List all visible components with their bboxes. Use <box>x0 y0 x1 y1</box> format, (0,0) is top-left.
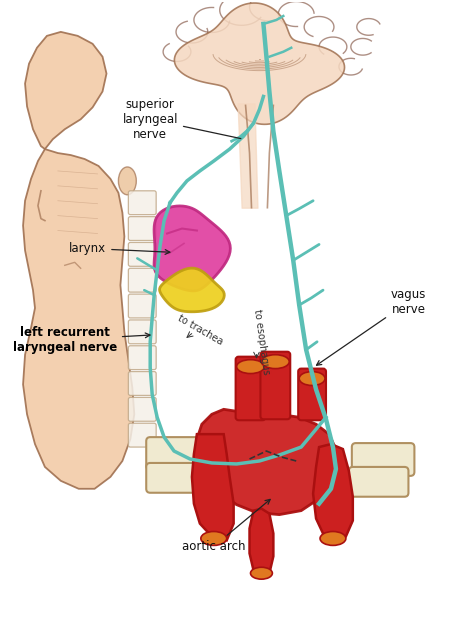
FancyBboxPatch shape <box>128 423 156 447</box>
Text: superior
laryngeal
nerve: superior laryngeal nerve <box>122 98 241 141</box>
Polygon shape <box>25 32 107 149</box>
Ellipse shape <box>262 355 289 368</box>
FancyBboxPatch shape <box>146 463 204 493</box>
Polygon shape <box>192 434 234 540</box>
FancyBboxPatch shape <box>128 320 156 344</box>
FancyBboxPatch shape <box>352 443 414 476</box>
FancyBboxPatch shape <box>349 467 409 496</box>
Ellipse shape <box>320 532 346 545</box>
Polygon shape <box>313 444 353 539</box>
Text: larynx: larynx <box>69 242 170 255</box>
FancyBboxPatch shape <box>298 368 326 420</box>
FancyBboxPatch shape <box>128 217 156 240</box>
FancyBboxPatch shape <box>128 397 156 422</box>
Polygon shape <box>249 509 273 576</box>
Ellipse shape <box>118 167 137 195</box>
Polygon shape <box>23 149 134 489</box>
FancyBboxPatch shape <box>146 437 206 470</box>
Ellipse shape <box>237 360 264 373</box>
Text: aortic arch: aortic arch <box>182 500 270 553</box>
Ellipse shape <box>201 532 227 545</box>
FancyBboxPatch shape <box>128 243 156 266</box>
Text: to esophagus: to esophagus <box>252 308 271 375</box>
Ellipse shape <box>251 567 273 579</box>
FancyBboxPatch shape <box>128 268 156 292</box>
Text: left recurrent
laryngeal nerve: left recurrent laryngeal nerve <box>13 326 150 354</box>
Text: vagus
nerve: vagus nerve <box>317 288 426 365</box>
Ellipse shape <box>299 371 325 386</box>
Text: to trachea: to trachea <box>175 313 224 347</box>
FancyBboxPatch shape <box>128 346 156 370</box>
Polygon shape <box>174 3 345 124</box>
Polygon shape <box>160 268 224 312</box>
Polygon shape <box>154 206 230 291</box>
Polygon shape <box>197 409 337 514</box>
FancyBboxPatch shape <box>128 294 156 318</box>
FancyBboxPatch shape <box>128 371 156 396</box>
FancyBboxPatch shape <box>260 352 290 419</box>
FancyBboxPatch shape <box>128 191 156 215</box>
FancyBboxPatch shape <box>236 357 265 420</box>
